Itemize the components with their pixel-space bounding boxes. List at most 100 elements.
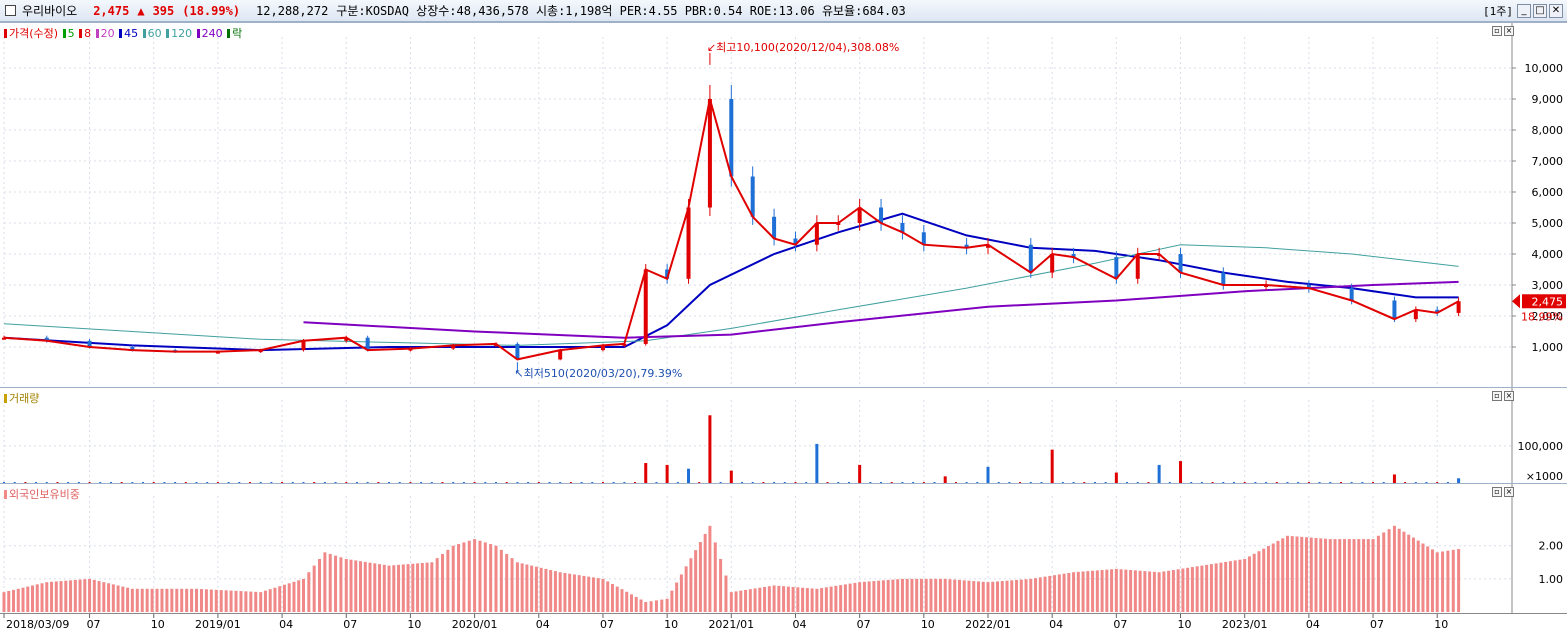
foreign-ratio-bar — [263, 590, 267, 612]
volume-chart-panel[interactable]: 100,000 ×1000 거래량 ▫ × — [0, 387, 1567, 484]
foreign-ratio-bar — [634, 596, 638, 612]
foreign-ratio-bar — [1309, 537, 1313, 612]
x-tick-label: 10 — [407, 618, 421, 630]
foreign-ratio-bar — [1266, 546, 1270, 612]
foreign-ratio-bar — [972, 581, 976, 612]
foreign-ratio-bar — [1219, 562, 1223, 612]
foreign-ratio-bar — [359, 561, 363, 612]
foreign-ratio-bar — [596, 578, 600, 612]
volume-bar — [858, 464, 862, 484]
foreign-ratio-bar — [739, 590, 743, 612]
foreign-ratio-bar — [1238, 559, 1242, 612]
foreign-ratio-bar — [829, 586, 833, 612]
foreign-ratio-bar — [1314, 537, 1318, 612]
candle-body — [1413, 309, 1418, 320]
foreign-ratio-bar — [786, 586, 790, 612]
foreign-ratio-bar — [729, 592, 733, 612]
ma60-legend-label: 60 — [147, 27, 162, 40]
panel-minimize-icon[interactable]: ▫ — [1492, 391, 1502, 401]
foreign-ratio-bar — [26, 586, 30, 612]
foreign-ratio-bar — [703, 533, 707, 612]
volume-bar — [665, 464, 669, 484]
foreign-ratio-bar — [392, 565, 396, 612]
foreign-ratio-bar — [679, 574, 683, 612]
period-selector[interactable]: [1주] — [1483, 5, 1513, 18]
panel-minimize-icon[interactable]: ▫ — [1492, 26, 1502, 36]
foreign-ratio-bar — [753, 588, 757, 612]
candle-body — [1050, 254, 1055, 273]
candle-body — [1435, 309, 1440, 313]
candle-body — [515, 343, 520, 360]
foreign-ratio-bar — [1233, 560, 1237, 612]
candle-body — [1071, 254, 1076, 258]
foreign-ratio-bar — [839, 585, 843, 612]
foreign-ratio-bar — [1190, 567, 1194, 612]
foreign-ratio-bar — [1362, 539, 1366, 612]
high-annotation: ↙최고10,100(2020/12/04),308.08% — [707, 41, 899, 54]
foreign-ratio-bar — [670, 590, 674, 612]
x-tick-label: 10 — [921, 618, 935, 630]
volume-unit-label: ×1000 — [1526, 470, 1563, 483]
minimize-icon[interactable]: _ — [1517, 4, 1531, 18]
stock-checkbox[interactable] — [5, 5, 16, 16]
volume-bar — [708, 415, 712, 484]
foreign-ratio-bar — [505, 554, 509, 612]
foreign-ratio-bar — [1043, 576, 1047, 612]
foreign-ratio-bar — [1387, 529, 1391, 612]
foreign-ratio-bar — [234, 590, 238, 612]
foreign-ratio-bar — [713, 542, 717, 612]
foreign-ratio-bar — [441, 554, 445, 612]
current-pct-tag-text: 18.99% — [1521, 310, 1563, 323]
foreign-ratio-bar — [64, 580, 68, 612]
foreign-ratio-bar — [896, 579, 900, 612]
foreign-ratio-bar — [1304, 537, 1308, 612]
close-icon[interactable]: ✕ — [1549, 4, 1563, 18]
foreign-ratio-bar — [577, 575, 581, 612]
foreign-panel-buttons: ▫ × — [1492, 487, 1514, 497]
candle-body — [986, 244, 990, 248]
foreign-ratio-bar — [877, 580, 881, 612]
foreign-ratio-bar — [1276, 540, 1280, 612]
candle-body — [1028, 244, 1033, 273]
foreign-ratio-bar — [1143, 571, 1147, 612]
panel-close-icon[interactable]: × — [1504, 487, 1514, 497]
foreign-ratio-bar — [891, 579, 895, 612]
volume-bar — [1179, 461, 1183, 484]
foreign-ratio-bar — [1034, 578, 1038, 612]
trade-volume: 12,288,272 — [256, 3, 329, 18]
volume-bar — [1050, 449, 1054, 484]
foreign-ratio-bar — [530, 565, 534, 612]
change-up-icon: ▲ — [137, 3, 145, 18]
foreign-ratio-bar — [135, 588, 139, 612]
volume-legend: 거래량 — [4, 390, 40, 406]
foreign-ratio-bar — [629, 594, 633, 612]
ma5-legend-marker — [62, 29, 66, 38]
foreign-ratio-bar — [92, 579, 96, 612]
panel-close-icon[interactable]: × — [1504, 26, 1514, 36]
current-price-arrow-icon — [1512, 294, 1520, 309]
foreign-ratio-bar — [145, 588, 149, 612]
x-tick-label: 04 — [1049, 618, 1063, 630]
foreign-ratio-bar — [1421, 543, 1425, 612]
foreign-ratio-bar — [180, 588, 184, 612]
foreign-ratio-bar — [457, 544, 461, 612]
price-chart-panel[interactable]: 1,000 2,000 3,000 4,000 5,000 6,000 7,000 8,000… — [0, 22, 1567, 388]
panel-minimize-icon[interactable]: ▫ — [1492, 487, 1502, 497]
panel-close-icon[interactable]: × — [1504, 391, 1514, 401]
foreign-ratio-bar — [1407, 534, 1411, 612]
foreign-ratio-bar — [572, 574, 576, 612]
foreign-ratio-bar — [853, 582, 857, 612]
foreign-ratio-bar — [140, 588, 144, 612]
price-line — [3, 98, 1460, 361]
maximize-icon[interactable]: □ — [1533, 4, 1547, 18]
foreign-ratio-panel[interactable]: 1.00 2.00 외국인보유비중 ▫ × — [0, 483, 1567, 614]
foreign-ratio-bar — [373, 563, 377, 612]
x-tick-label: 04 — [279, 618, 293, 630]
foreign-ratio-bar — [397, 564, 401, 612]
foreign-ratio-bar — [21, 587, 25, 612]
candle-body — [344, 337, 349, 341]
foreign-ratio-bar — [155, 588, 159, 612]
foreign-ratio-bar — [406, 564, 410, 612]
foreign-ratio-bar — [938, 578, 942, 612]
foreign-ratio-bar — [639, 599, 643, 612]
